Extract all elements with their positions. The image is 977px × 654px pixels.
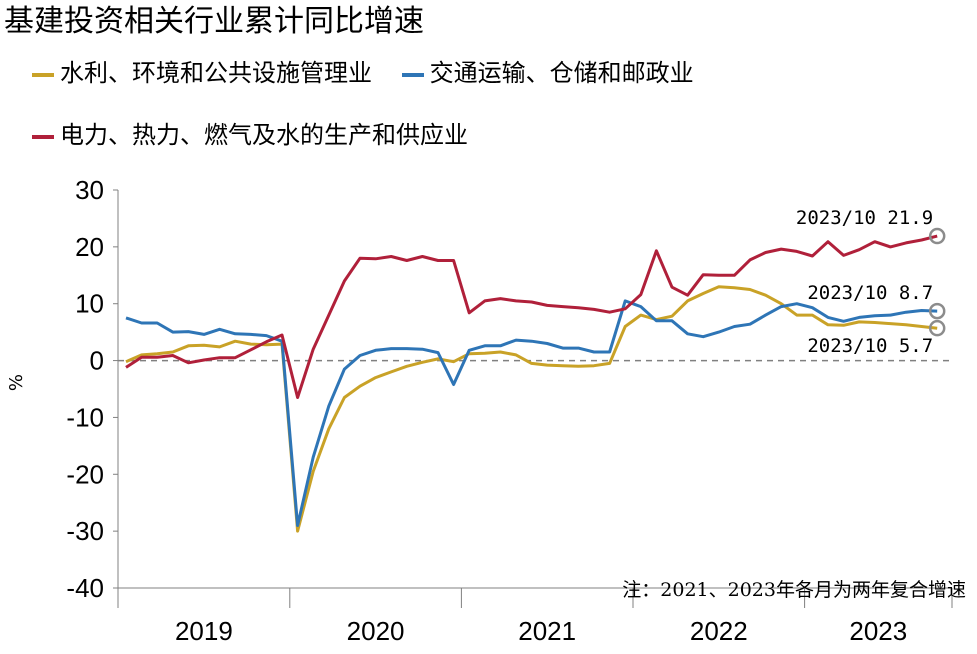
x-group-label: 2019 (175, 616, 233, 646)
y-tick-label: 20 (75, 232, 104, 262)
y-tick-label: 0 (90, 346, 104, 376)
annotation-marker-transport (928, 302, 946, 320)
legend-item-water: 水利、环境和公共设施管理业 (32, 56, 372, 90)
y-tick-label: -20 (66, 459, 104, 489)
x-group-label: 2020 (347, 616, 405, 646)
legend-row-1: 水利、环境和公共设施管理业 交通运输、仓储和邮政业 (32, 56, 716, 90)
annotation-label-water: 2023/10 5.7 (807, 335, 933, 357)
annotation-marker-water (928, 319, 946, 337)
series-line-power (125, 234, 938, 399)
annotation-label-transport: 2023/10 8.7 (807, 282, 933, 304)
legend-item-power: 电力、热力、燃气及水的生产和供应业 (32, 118, 468, 152)
legend-row-2: 电力、热力、燃气及水的生产和供应业 (32, 118, 490, 152)
y-tick-label: 10 (75, 289, 104, 319)
legend-label-power: 电力、热力、燃气及水的生产和供应业 (60, 121, 468, 149)
legend-label-transport: 交通运输、仓储和邮政业 (429, 59, 694, 87)
x-group-label: 2022 (690, 616, 748, 646)
series-line-water (125, 285, 938, 533)
y-tick-label: -30 (66, 516, 104, 546)
chart-title: 基建投资相关行业累计同比增速 (4, 4, 424, 39)
chart-note: 注：2021、2023年各月为两年复合增速 (622, 579, 966, 601)
legend-label-water: 水利、环境和公共设施管理业 (60, 59, 372, 87)
x-group-label: 2023 (849, 616, 907, 646)
legend-item-transport: 交通运输、仓储和邮政业 (401, 56, 694, 90)
annotation-label-power: 2023/10 21.9 (796, 207, 933, 229)
annotation-marker-power (928, 227, 946, 245)
y-tick-label: 30 (75, 175, 104, 205)
x-group-label: 2021 (518, 616, 576, 646)
legend-swatch-water (32, 72, 54, 77)
series-line-transport (125, 299, 938, 527)
legend-swatch-power (32, 134, 54, 139)
legend-swatch-transport (401, 72, 424, 77)
y-tick-label: -10 (66, 402, 104, 432)
y-tick-label: -40 (66, 573, 104, 603)
